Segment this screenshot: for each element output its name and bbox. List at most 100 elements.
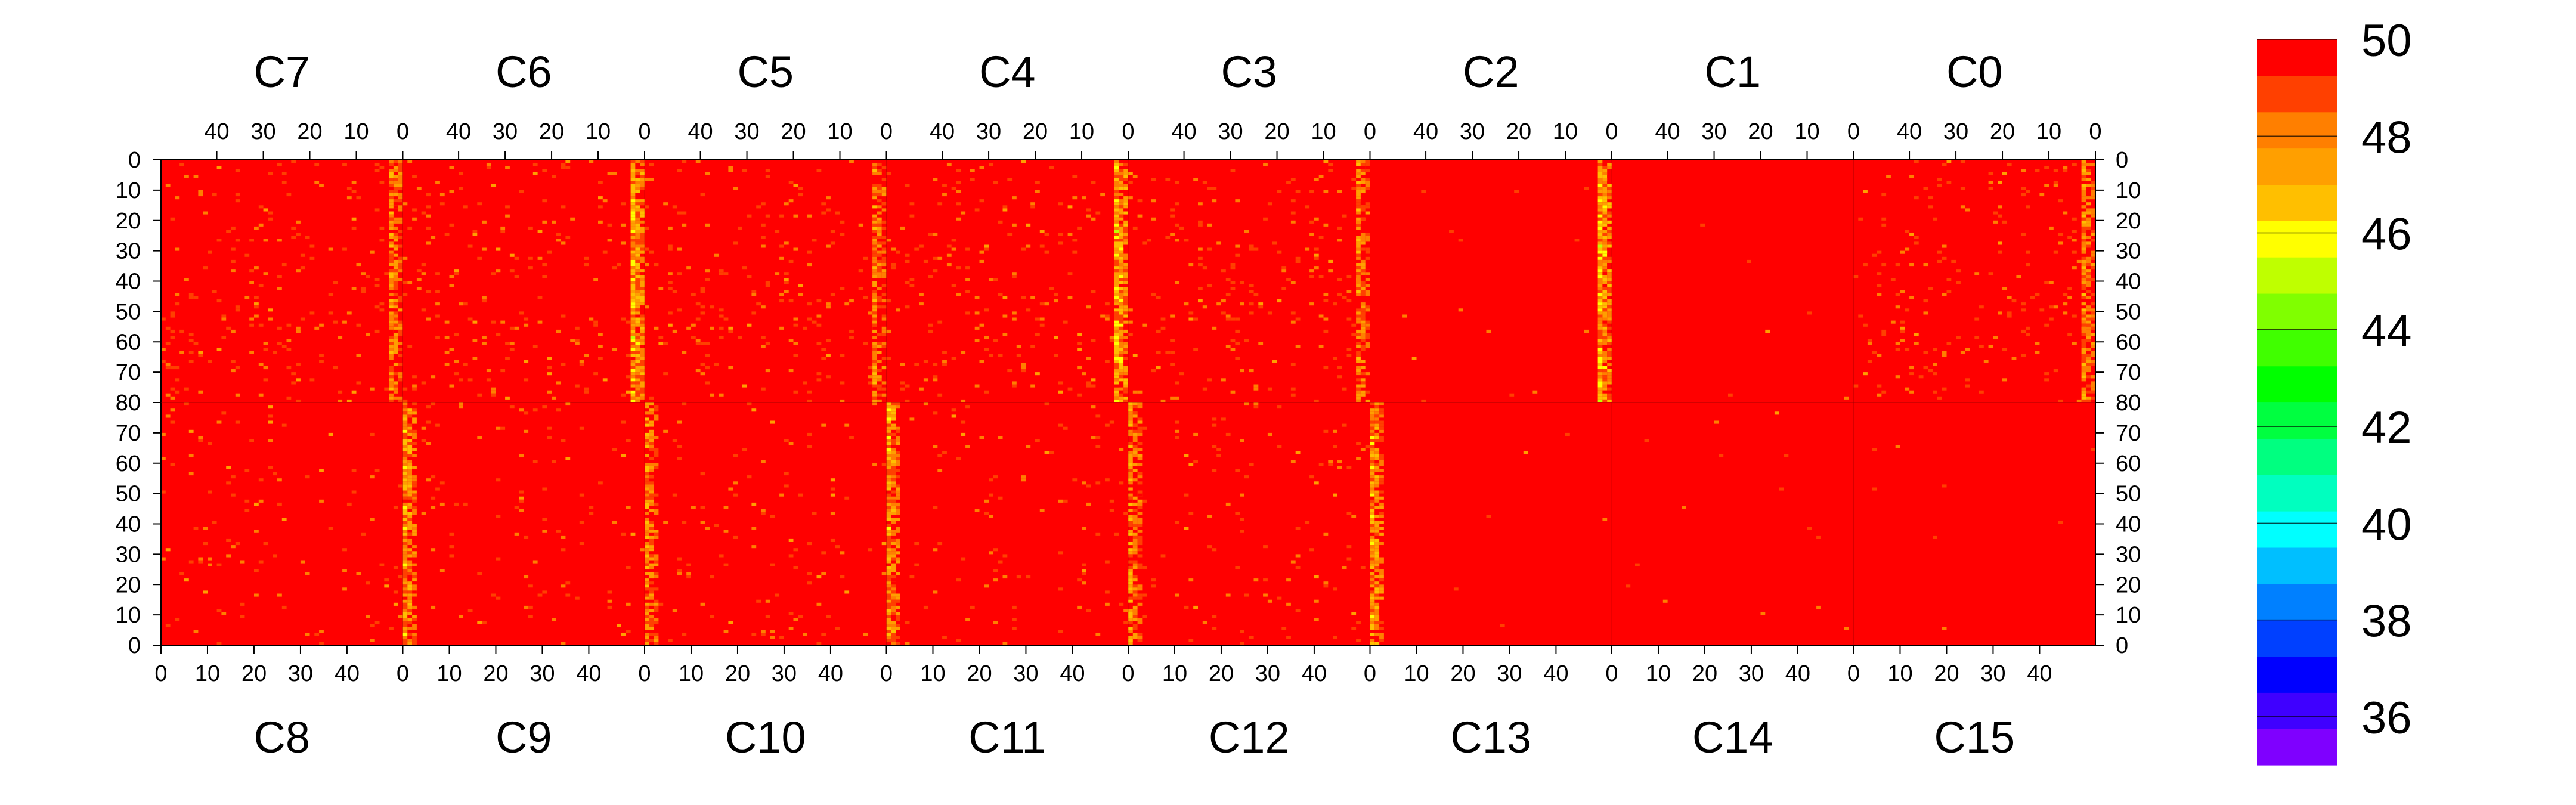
heatmap-cell — [254, 569, 259, 572]
heatmap-cell — [738, 253, 742, 257]
heatmap-cell — [416, 287, 422, 290]
heatmap-cell — [896, 605, 900, 609]
heatmap-cell — [249, 329, 254, 333]
heatmap-cell — [1597, 366, 1603, 370]
heatmap-cell — [933, 445, 938, 448]
heatmap-cell — [1119, 323, 1124, 327]
heatmap-cell — [1137, 390, 1143, 394]
heatmap-cell — [1900, 320, 1905, 324]
heatmap-cell — [621, 202, 626, 206]
heatmap-cell — [1365, 399, 1370, 402]
heatmap-cell — [710, 169, 714, 172]
heatmap-cell — [658, 287, 664, 290]
heatmap-cell — [2053, 181, 2058, 184]
heatmap-cell — [654, 336, 659, 339]
heatmap-cell — [1602, 317, 1608, 321]
heatmap-cell — [1374, 524, 1380, 527]
heatmap-cell — [412, 499, 417, 503]
heatmap-cell — [389, 284, 394, 287]
heatmap-cell — [1086, 184, 1091, 187]
heatmap-cell — [2081, 363, 2086, 366]
heatmap-cell — [1979, 287, 1984, 290]
heatmap-cell — [942, 253, 947, 257]
heatmap-cell — [1356, 217, 1361, 221]
heatmap-cell — [1374, 602, 1380, 606]
heatmap-cell — [821, 572, 826, 575]
heatmap-cell — [1128, 451, 1133, 454]
heatmap-cell — [891, 408, 896, 412]
heatmap-cell — [500, 226, 506, 230]
heatmap-cell — [1923, 366, 1928, 370]
heatmap-cell — [319, 469, 324, 472]
heatmap-cell — [891, 639, 896, 642]
heatmap-cell — [1221, 378, 1226, 382]
heatmap-cell — [1119, 208, 1124, 212]
heatmap-cell — [537, 230, 543, 233]
heatmap-cell — [570, 339, 575, 342]
heatmap-cell — [1356, 233, 1361, 236]
heatmap-cell — [1728, 393, 1733, 397]
heatmap-cell — [905, 259, 910, 263]
heatmap-cell — [886, 466, 891, 469]
heatmap-cell — [1356, 239, 1361, 242]
heatmap-cell — [630, 181, 636, 184]
heatmap-cell — [621, 454, 626, 457]
heatmap-cell — [807, 402, 812, 406]
heatmap-cell — [630, 378, 636, 382]
heatmap-cell — [1305, 259, 1310, 263]
heatmap-cell — [840, 575, 845, 579]
heatmap-cell — [881, 205, 887, 209]
heatmap-cell — [640, 317, 645, 321]
heatmap-cell — [705, 223, 710, 227]
heatmap-cell — [389, 175, 394, 178]
heatmap-cell — [407, 496, 413, 500]
heatmap-cell — [477, 393, 482, 397]
heatmap-cell — [286, 233, 292, 236]
heatmap-cell — [212, 290, 217, 293]
heatmap-cell — [1411, 357, 1417, 360]
heatmap-cell — [886, 448, 891, 451]
heatmap-cell — [640, 272, 645, 275]
heatmap-cell — [1946, 290, 1952, 293]
heatmap-cell — [1323, 166, 1329, 169]
heatmap-cell — [1012, 187, 1017, 190]
heatmap-cell — [896, 250, 900, 254]
heatmap-cell — [412, 590, 417, 594]
heatmap-cell — [1998, 214, 2002, 218]
heatmap-cell — [788, 308, 794, 312]
heatmap-cell — [1928, 205, 1933, 209]
heatmap-cell — [1360, 293, 1366, 296]
heatmap-cell — [919, 284, 924, 287]
heatmap-cell — [1356, 314, 1361, 318]
heatmap-cell — [449, 381, 454, 385]
heatmap-cell — [896, 575, 900, 579]
heatmap-cell — [1100, 314, 1105, 318]
heatmap-cell — [942, 184, 947, 187]
heatmap-cell — [1105, 317, 1110, 321]
heatmap-cell — [412, 530, 417, 533]
heatmap-cell — [552, 256, 556, 260]
heatmap-cell — [645, 563, 649, 566]
heatmap-cell — [835, 293, 840, 296]
heatmap-cell — [1597, 399, 1603, 402]
heatmap-cell — [1356, 345, 1361, 348]
heatmap-cell — [1379, 569, 1384, 572]
heatmap-cell — [454, 333, 459, 336]
heatmap-cell — [640, 278, 645, 281]
heatmap-cell — [407, 454, 413, 457]
heatmap-cell — [1886, 366, 1891, 370]
heatmap-cell — [389, 369, 394, 373]
heatmap-cell — [2035, 351, 2040, 354]
heatmap-cell — [1123, 311, 1128, 315]
heatmap-cell — [1002, 314, 1008, 318]
heatmap-cell — [374, 305, 380, 309]
heatmap-cell — [640, 169, 645, 172]
heatmap-cell — [951, 408, 956, 412]
heatmap-cell — [714, 253, 719, 257]
heatmap-cell — [2086, 272, 2091, 275]
heatmap-cell — [1290, 320, 1296, 324]
heatmap-cell — [342, 163, 347, 166]
heatmap-cell — [402, 502, 408, 506]
heatmap-cell — [886, 545, 891, 549]
heatmap-cell — [956, 457, 961, 460]
